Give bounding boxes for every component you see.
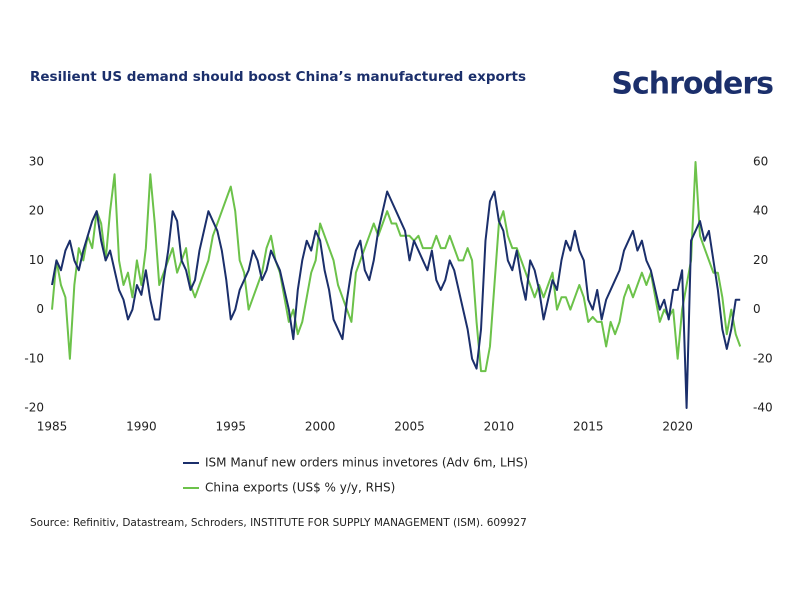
y2-tick-label: 40 bbox=[753, 204, 768, 218]
brand-logo: Schroders bbox=[611, 67, 773, 102]
series-line bbox=[51, 190, 741, 409]
y-tick-label: -10 bbox=[24, 351, 44, 365]
x-tick-label: 2020 bbox=[662, 420, 693, 434]
y2-tick-label: 20 bbox=[753, 253, 768, 267]
series-line bbox=[51, 161, 742, 373]
chart-title: Resilient US demand should boost China’s… bbox=[30, 69, 526, 85]
y-tick-label: -20 bbox=[24, 401, 44, 415]
legend-label: ISM Manuf new orders minus invetores (Ad… bbox=[205, 456, 528, 470]
y2-tick-label: -40 bbox=[753, 401, 773, 415]
y-tick-label: 20 bbox=[29, 204, 44, 218]
y2-tick-label: 0 bbox=[753, 302, 761, 316]
legend-label: China exports (US$ % y/y, RHS) bbox=[205, 481, 395, 495]
x-tick-label: 1990 bbox=[126, 420, 157, 434]
y2-tick-label: -20 bbox=[753, 351, 773, 365]
x-tick-label: 2005 bbox=[394, 420, 425, 434]
x-tick-label: 1985 bbox=[37, 420, 68, 434]
x-tick-label: 2000 bbox=[305, 420, 336, 434]
source-note: Source: Refinitiv, Datastream, Schroders… bbox=[30, 517, 527, 529]
x-tick-label: 2010 bbox=[484, 420, 515, 434]
x-tick-label: 2015 bbox=[573, 420, 604, 434]
y-tick-label: 10 bbox=[29, 253, 44, 267]
y2-tick-label: 60 bbox=[753, 155, 768, 169]
x-tick-label: 1995 bbox=[215, 420, 246, 434]
y-tick-label: 0 bbox=[36, 302, 44, 316]
y-tick-label: 30 bbox=[29, 155, 44, 169]
